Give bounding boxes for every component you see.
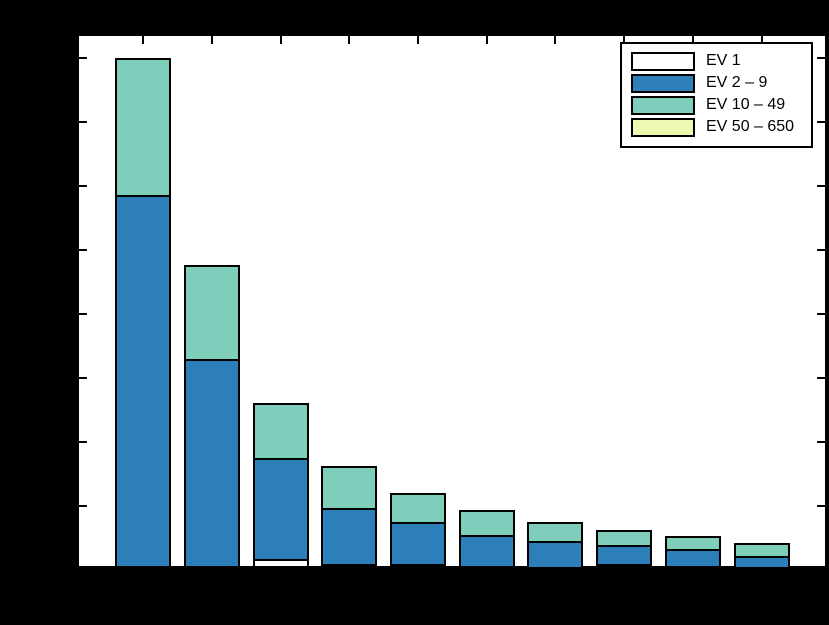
x-axis-tick-top: [142, 36, 145, 44]
legend-label-ev1: EV 1: [706, 52, 741, 69]
bar-segment-ev10-49: [733, 543, 790, 558]
y-axis-tick-left: [79, 248, 87, 251]
legend-row: EV 1: [631, 50, 811, 72]
legend-row: EV 2 – 9: [631, 72, 811, 94]
y-axis-tick-right: [817, 120, 825, 123]
bar-segment-ev10-49: [115, 58, 172, 197]
x-axis-tick-top: [760, 36, 763, 44]
y-axis-tick-left: [79, 504, 87, 507]
x-axis-tick-top: [279, 36, 282, 44]
bar-segment-ev10-49: [183, 265, 240, 361]
legend-swatch-ev1: [631, 51, 695, 71]
legend-swatch-ev2-9: [631, 73, 695, 93]
x-axis-tick-top: [348, 36, 351, 44]
bar-segment-ev2-9: [458, 533, 515, 568]
y-axis-tick-left: [79, 440, 87, 443]
legend-label-ev10-49: EV 10 – 49: [706, 96, 786, 113]
x-axis-tick-top: [554, 36, 557, 44]
legend-row: EV 10 – 49: [631, 94, 811, 116]
x-axis-tick-top: [485, 36, 488, 44]
legend-swatch-ev10-49: [631, 95, 695, 115]
legend-swatch-ev50-650: [631, 117, 695, 137]
legend-row: EV 50 – 650: [631, 116, 811, 138]
bar-segment-ev10-49: [390, 493, 446, 524]
bar-segment-ev10-49: [664, 536, 721, 551]
y-axis-tick-right: [817, 440, 825, 443]
y-axis-tick-left: [79, 376, 87, 379]
plot-area: EV 1 EV 2 – 9 EV 10 – 49 EV 50 – 650: [77, 34, 827, 569]
bar-segment-ev2-9: [252, 456, 309, 561]
bar-segment-ev2-9: [321, 506, 378, 566]
y-axis-tick-right: [817, 504, 825, 507]
bar-segment-ev10-49: [321, 466, 378, 510]
y-axis-tick-right: [817, 312, 825, 315]
y-axis-tick-left: [79, 120, 87, 123]
bar-segment-ev2-9: [527, 539, 584, 569]
y-axis-tick-right: [817, 248, 825, 251]
y-axis-tick-left: [79, 184, 87, 187]
y-axis-tick-right: [817, 184, 825, 187]
bar-segment-ev2-9: [390, 520, 446, 566]
bar-segment-ev10-49: [527, 522, 584, 543]
bar-segment-ev10-49: [458, 510, 515, 537]
bar-segment-ev10-49: [596, 530, 653, 547]
y-axis-tick-right: [817, 56, 825, 59]
legend: EV 1 EV 2 – 9 EV 10 – 49 EV 50 – 650: [620, 42, 813, 148]
legend-label-ev2-9: EV 2 – 9: [706, 74, 768, 91]
y-axis-tick-right: [817, 376, 825, 379]
x-axis-tick-top: [623, 36, 626, 44]
x-axis-tick-top: [210, 36, 213, 44]
y-axis-tick-left: [79, 56, 87, 59]
x-axis-tick-top: [691, 36, 694, 44]
y-axis-tick-left: [79, 312, 87, 315]
bar-segment-ev2-9: [115, 193, 172, 568]
bar-segment-ev2-9: [183, 357, 240, 568]
bar-segment-ev10-49: [252, 403, 309, 460]
legend-label-ev50-650: EV 50 – 650: [706, 118, 795, 135]
x-axis-tick-top: [417, 36, 419, 44]
